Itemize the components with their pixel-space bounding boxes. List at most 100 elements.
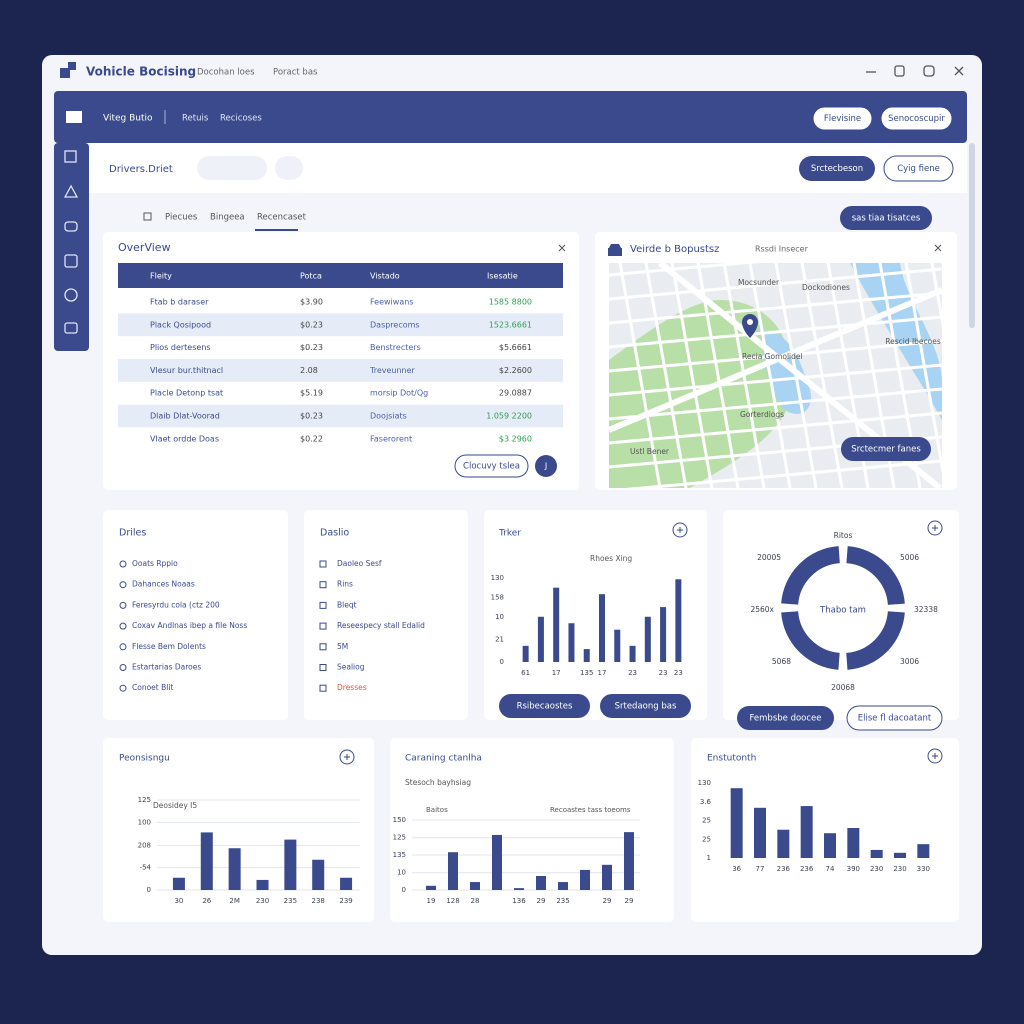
label: Rssdi Insecer <box>755 245 809 254</box>
button[interactable] <box>846 705 943 731</box>
button-label[interactable]: Rsibecaostes <box>517 702 573 712</box>
list-item[interactable]: Reseespecy stall Edalid <box>337 621 425 630</box>
button-label[interactable]: Cyig fiene <box>897 164 940 174</box>
label[interactable]: Retuis <box>182 114 209 124</box>
button[interactable] <box>600 694 691 718</box>
x-tick-label: 28 <box>471 897 480 905</box>
bar <box>754 807 766 858</box>
button[interactable] <box>454 454 529 478</box>
label[interactable]: Bingeea <box>210 213 245 223</box>
toolbar-pill[interactable] <box>275 156 303 180</box>
bar <box>553 587 560 662</box>
button-label[interactable]: Srtedaong bas <box>615 702 677 712</box>
round-button-label[interactable]: J <box>544 462 547 471</box>
add-icon-cross[interactable] <box>344 754 350 760</box>
x-tick-label: 235 <box>284 897 297 905</box>
chart-card <box>390 738 674 922</box>
table-cell: $5.19 <box>300 389 323 398</box>
tab-icon[interactable] <box>143 212 152 221</box>
button[interactable] <box>840 206 932 230</box>
add-icon[interactable] <box>927 748 943 764</box>
list-item[interactable]: Flesse Bem Dolents <box>132 642 206 651</box>
x-tick-label: 390 <box>847 865 860 873</box>
column-header: Fleity <box>150 272 172 281</box>
close-icon[interactable] <box>558 244 566 252</box>
button-label[interactable]: Flevisine <box>824 114 861 124</box>
list-item[interactable]: Ooats Rppio <box>132 559 178 568</box>
list-item[interactable]: Feresyrdu cola (ctz 200 <box>132 600 220 609</box>
list-item[interactable]: Conoet Blit <box>132 683 173 692</box>
list-icon <box>319 643 327 651</box>
list-item[interactable]: Dahances Noaas <box>132 580 195 589</box>
bar <box>894 852 906 858</box>
add-icon-cross[interactable] <box>932 525 938 531</box>
button-label[interactable]: Elise fl dacoatant <box>858 714 932 724</box>
label[interactable]: Piecues <box>165 213 198 223</box>
window-controls <box>866 65 964 77</box>
label[interactable]: Docohan loes <box>197 68 255 78</box>
table-row-band <box>118 359 563 382</box>
donut-label: 5068 <box>772 657 791 666</box>
button-label[interactable]: Srctecbeson <box>811 164 863 174</box>
chart-title: Caraning ctanlha <box>405 754 482 764</box>
list-item[interactable]: 5M <box>337 642 348 651</box>
list-icon <box>319 684 327 692</box>
round-button[interactable] <box>535 455 557 477</box>
add-icon[interactable] <box>339 749 355 765</box>
bar <box>675 579 682 662</box>
button-label[interactable]: Clocuvy tslea <box>463 462 520 472</box>
chart-title: Trker <box>498 529 521 539</box>
button-label[interactable]: sas tiaa tisatces <box>852 214 921 224</box>
sidebar-icons[interactable] <box>63 150 79 334</box>
button[interactable] <box>737 706 834 730</box>
label[interactable]: Recencaset <box>257 213 307 223</box>
list-item[interactable]: Bleqt <box>337 600 357 609</box>
button[interactable] <box>841 437 931 461</box>
chart-subtitle: Rhoes Xing <box>590 554 632 563</box>
list-item[interactable]: Daoleo Sesf <box>337 559 382 568</box>
list-item[interactable]: Sealiog <box>337 663 365 672</box>
add-icon[interactable] <box>927 520 943 536</box>
x-tick-label: 17 <box>598 669 607 677</box>
button[interactable] <box>812 106 873 131</box>
button[interactable] <box>883 155 954 182</box>
map-label: Ustl Bener <box>630 447 670 456</box>
label[interactable]: Poract bas <box>273 68 318 78</box>
list-icon <box>119 684 127 692</box>
list-icon <box>119 664 127 671</box>
button[interactable] <box>880 106 953 131</box>
add-icon[interactable] <box>672 522 688 538</box>
list-item[interactable]: Dresses <box>337 683 367 692</box>
list-icon <box>319 581 327 589</box>
add-icon-cross[interactable] <box>932 753 938 759</box>
x-tick-label: 74 <box>826 865 835 873</box>
street <box>609 363 942 397</box>
close-icon[interactable] <box>934 244 942 252</box>
list-icon <box>119 581 127 589</box>
x-tick-label: 23 <box>628 669 637 677</box>
list-item[interactable]: Estartarias Daroes <box>132 663 201 672</box>
button[interactable] <box>799 156 875 181</box>
x-tick-label: 238 <box>312 897 325 905</box>
toolbar-pill[interactable] <box>197 156 267 180</box>
add-icon-cross[interactable] <box>677 527 683 533</box>
list-icon <box>319 560 327 568</box>
bar <box>492 834 502 890</box>
button-label[interactable]: Senocoscupir <box>888 114 945 124</box>
label[interactable]: Recicoses <box>220 114 262 124</box>
button-label[interactable]: Srctecmer fanes <box>851 445 921 455</box>
legend-entry: Baitos <box>426 806 448 814</box>
street <box>609 387 942 421</box>
list-item[interactable]: Rins <box>337 580 353 589</box>
chart-card <box>484 510 707 720</box>
button-label[interactable]: Fembsbe doocee <box>749 714 821 724</box>
table-cell: Doojsiats <box>370 412 407 421</box>
bar <box>312 859 325 890</box>
x-tick-label: 330 <box>917 865 930 873</box>
menu-icon[interactable] <box>66 111 82 123</box>
list-item[interactable]: Coxav Andlnas ibep a file Noss <box>132 621 247 630</box>
table-cell: Plios dertesens <box>150 343 211 352</box>
button[interactable] <box>499 694 590 718</box>
list-icon <box>119 643 127 651</box>
y-tick-label: 130 <box>698 779 711 787</box>
